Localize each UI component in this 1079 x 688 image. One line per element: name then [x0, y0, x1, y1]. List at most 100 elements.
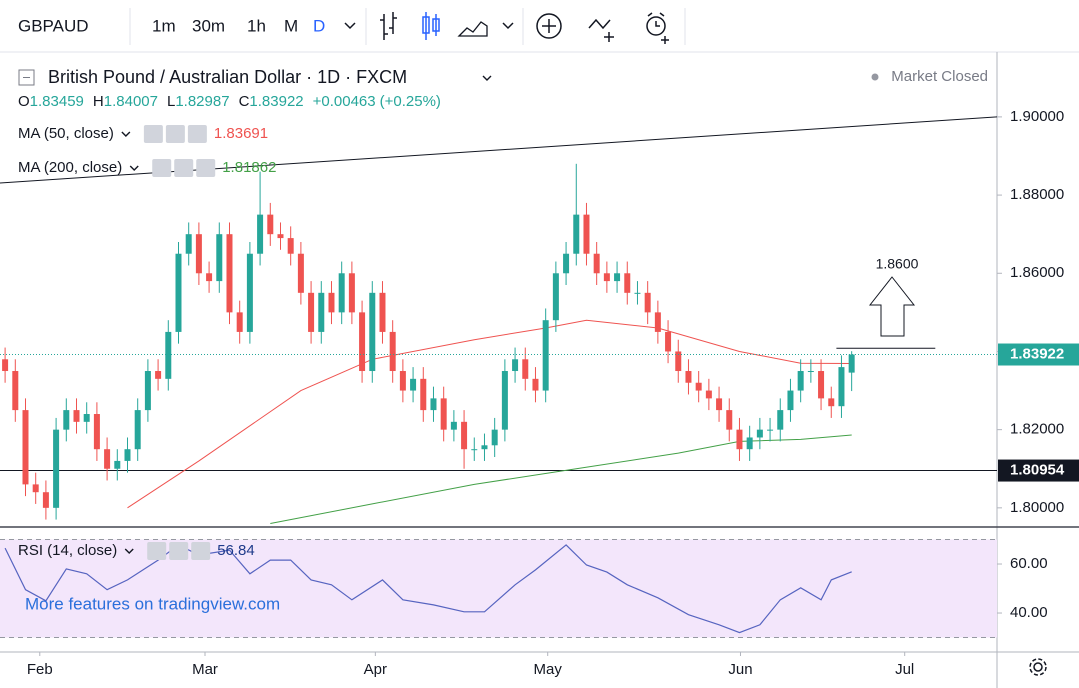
legend-menu [121, 131, 131, 137]
candle-body [695, 382, 702, 391]
compare-icon[interactable] [588, 18, 614, 42]
candle-body [736, 429, 743, 450]
candle-body [389, 331, 396, 372]
interval-button[interactable]: M [284, 16, 298, 35]
legend-button[interactable] [143, 125, 163, 143]
alert-icon[interactable] [646, 12, 669, 44]
candle-body [675, 351, 682, 372]
y-tick-label: 1.80000 [1010, 499, 1064, 516]
candle-body [175, 253, 182, 332]
candle-body [583, 214, 590, 254]
candle-body [124, 449, 131, 461]
candle-body [359, 312, 366, 372]
candle-style-icon[interactable] [422, 12, 440, 40]
candle-body [461, 421, 468, 450]
candle-body [716, 398, 723, 411]
x-tick-label: Jul [895, 661, 914, 678]
candle-body [134, 410, 141, 450]
target-arrow [868, 276, 916, 337]
y-tick-label: 1.90000 [1010, 108, 1064, 125]
candle-body [32, 484, 39, 493]
candle-body [267, 214, 274, 235]
interval-button[interactable]: 30m [192, 16, 225, 35]
candle-body [308, 292, 315, 332]
candle-body [614, 273, 621, 282]
legend-button[interactable] [191, 542, 211, 560]
interval-menu[interactable] [344, 22, 356, 30]
legend-button[interactable] [169, 542, 189, 560]
legend-button[interactable] [147, 542, 167, 560]
interval-button[interactable]: 1m [152, 16, 176, 35]
x-tick-label: Jun [728, 661, 752, 678]
candle-body [12, 371, 19, 411]
candle-body [644, 292, 651, 313]
indicator-name: MA (200, close) [18, 159, 122, 176]
settings-icon[interactable] [1029, 658, 1047, 676]
candle-body [297, 253, 304, 293]
bar-style-icon[interactable] [380, 12, 397, 40]
candle-body [369, 292, 376, 372]
add-indicator-icon[interactable] [536, 13, 562, 39]
candle-body [777, 410, 784, 430]
ohlc-label: C [239, 93, 250, 110]
market-status: Market Closed [891, 68, 988, 85]
collapse-button[interactable] [18, 69, 35, 86]
candle-body [2, 359, 9, 372]
chart-title: British Pound / Australian Dollar · 1D ·… [48, 67, 407, 87]
candle-body [603, 273, 610, 282]
candle-body [522, 359, 529, 379]
style-menu[interactable] [502, 22, 514, 30]
candle-body [797, 371, 804, 391]
ohlc-value: 1.84007 [104, 93, 158, 110]
ohlc-value: 1.83922 [249, 93, 303, 110]
legend-button[interactable] [152, 159, 172, 177]
candle-body [593, 253, 600, 274]
candle-body [287, 238, 294, 254]
x-tick-label: Mar [192, 661, 218, 678]
x-tick-label: Apr [364, 661, 387, 678]
level-label-box [998, 459, 1079, 482]
indicator-value: 1.81862 [222, 159, 276, 176]
candle-body [318, 292, 325, 332]
x-tick-label: Feb [27, 661, 53, 678]
candle-body [206, 273, 213, 282]
candle-body [93, 414, 100, 450]
ohlc-value: 1.82987 [175, 93, 229, 110]
legend-button[interactable] [174, 159, 194, 177]
y-tick-label: 1.86000 [1010, 264, 1064, 281]
candle-body [756, 429, 763, 438]
candle-body [450, 421, 457, 430]
moving-average-line [270, 434, 852, 524]
candle-body [226, 234, 233, 313]
y-tick-label: 1.82000 [1010, 421, 1064, 438]
candle-body [410, 378, 417, 391]
candle-body [654, 312, 661, 332]
symbol: GBPAUD [18, 16, 89, 35]
level-label: 1.80954 [1010, 462, 1065, 479]
candle-body [471, 449, 478, 451]
legend-button[interactable] [165, 125, 185, 143]
candle-body [685, 371, 692, 383]
candle-body [491, 429, 498, 446]
area-style-icon[interactable] [457, 21, 488, 37]
candle-body [807, 371, 814, 373]
legend-button[interactable] [196, 159, 216, 177]
y-tick-label: 40.00 [1010, 604, 1048, 621]
candle-body [787, 390, 794, 411]
legend-button[interactable] [187, 125, 207, 143]
candle-body [552, 273, 559, 321]
candle-body [818, 371, 825, 399]
candle-body [420, 378, 427, 411]
rsi-pane [0, 539, 997, 639]
candle-body [542, 320, 549, 391]
change-value: +0.00463 [313, 93, 376, 110]
candle-body [573, 214, 580, 254]
interval-button[interactable]: 1h [247, 16, 266, 35]
watermark[interactable]: More features on tradingview.com [25, 594, 280, 613]
y-tick-label: 1.88000 [1010, 186, 1064, 203]
indicator-value: 56.84 [217, 542, 255, 559]
interval-button[interactable]: D [313, 16, 325, 35]
candle-body [144, 371, 151, 411]
